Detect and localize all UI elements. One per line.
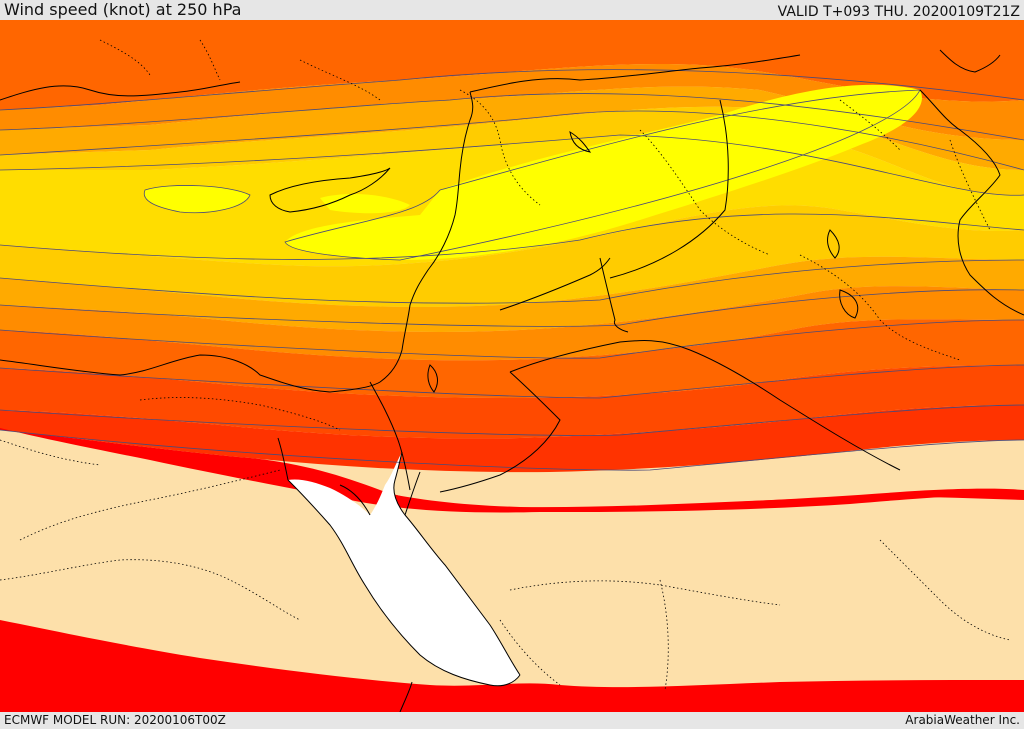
model-run-label: ECMWF MODEL RUN: 20200106T00Z: [4, 713, 226, 727]
jet-core-west: [144, 185, 250, 213]
band-dark-orange-south: [0, 319, 1024, 398]
dotted-boundaries: [0, 39, 1011, 691]
red-sea: [288, 452, 520, 686]
band-orange-red: [0, 365, 1024, 439]
wind-speed-map: [0, 20, 1024, 712]
band-red: [0, 428, 1024, 513]
title-bar: Wind speed (knot) at 250 hPa VALID T+093…: [0, 0, 1024, 20]
chart-title: Wind speed (knot) at 250 hPa: [4, 0, 242, 19]
coastlines: [0, 49, 1024, 687]
footer-bar: ECMWF MODEL RUN: 20200106T00Z ArabiaWeat…: [0, 712, 1024, 729]
valid-time-label: VALID T+093 THU. 20200109T21Z: [777, 4, 1020, 20]
band-red-lower: [250, 458, 1024, 512]
band-gold-south: [0, 205, 1024, 307]
band-dark-orange-north: [0, 20, 1024, 110]
band-orange-north: [0, 63, 1024, 140]
solid-borders: [369, 99, 901, 712]
band-red-south-edge: [0, 620, 1024, 712]
band-red-orange: [0, 405, 1024, 473]
wind-contours: [0, 69, 1024, 471]
credit-label: ArabiaWeather Inc.: [905, 713, 1020, 727]
jet-core-east: [285, 84, 922, 260]
band-orange-south: [0, 286, 1024, 361]
band-amber-south: [0, 256, 1024, 332]
